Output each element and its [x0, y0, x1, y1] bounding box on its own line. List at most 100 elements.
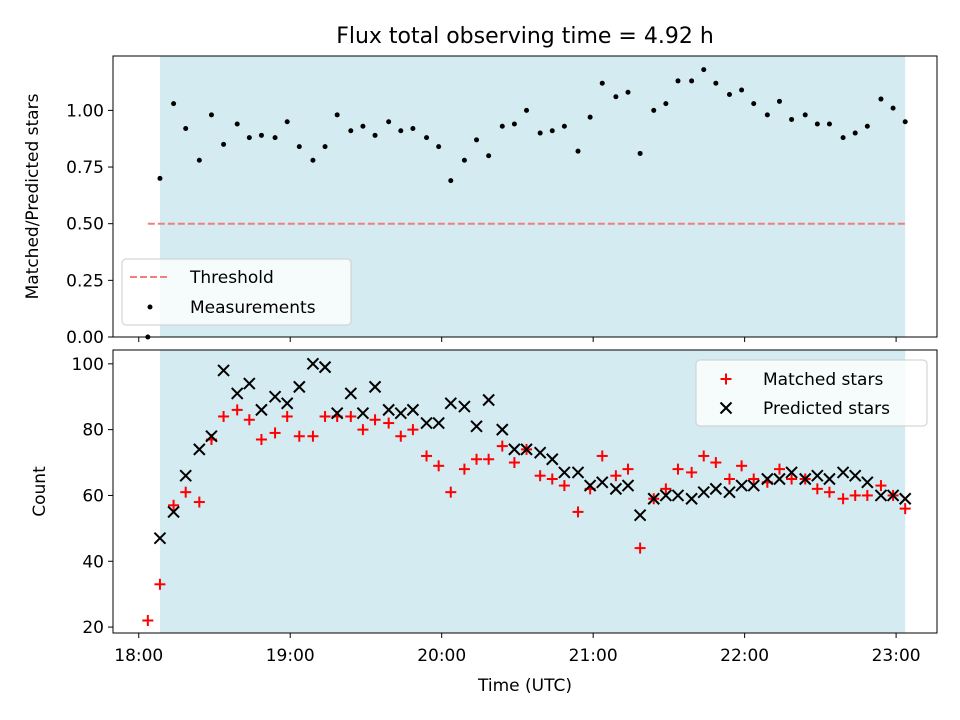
matched-stars-point [849, 489, 861, 501]
matched-stars-point [861, 489, 873, 501]
predicted-stars-point [470, 420, 483, 433]
matched-stars-point [168, 499, 180, 511]
measurements-point [461, 157, 467, 163]
predicted-stars-point [836, 466, 850, 479]
matched-stars-point [686, 466, 698, 478]
predicted-stars-point [293, 380, 306, 394]
predicted-stars-legend-marker [719, 401, 733, 415]
predicted-stars-point [709, 482, 723, 496]
count-y-axis-label: Count [30, 466, 50, 517]
y-tick-label: 0.25 [66, 271, 104, 291]
measurements-point [486, 153, 492, 159]
measurements-point [802, 112, 808, 118]
matched-stars-point [445, 486, 457, 498]
measurements-point [739, 87, 745, 93]
measurements-point [864, 123, 870, 129]
predicted-stars-point [735, 479, 748, 492]
measurements-point [208, 112, 214, 118]
matched-stars-point [421, 450, 433, 462]
predicted-stars-point [217, 364, 230, 377]
measurements-point [448, 178, 454, 184]
predicted-stars-point [496, 423, 509, 436]
predicted-stars-point [368, 380, 382, 394]
measurements-point [511, 121, 517, 127]
measurements-point [183, 126, 189, 132]
measurements-point [386, 119, 392, 125]
predicted-stars-point [268, 390, 282, 403]
matched-stars-point [723, 473, 735, 485]
predicted-stars-legend-label: Predicted stars [763, 399, 890, 419]
predicted-stars-point [621, 479, 635, 492]
matched-stars-point [811, 483, 823, 495]
measurements-point [284, 119, 290, 125]
predicted-stars-point [205, 430, 218, 443]
matched-stars-point [269, 427, 281, 439]
matched-stars-point [899, 503, 911, 515]
predicted-stars-point [330, 406, 344, 420]
measurements-point [424, 135, 430, 141]
matched-stars-point [357, 424, 369, 436]
count-legend-box [695, 359, 928, 427]
y-tick-label: 100 [72, 355, 104, 375]
predicted-stars-point [647, 492, 660, 505]
measurements-point [436, 144, 442, 150]
measurements-point [234, 121, 240, 127]
predicted-stars-point [848, 469, 862, 482]
measurements-point [776, 98, 782, 104]
predicted-stars-point [546, 453, 559, 466]
matched-stars-point [710, 457, 722, 469]
predicted-stars-point [482, 393, 495, 407]
x-tick-label: 23:00 [872, 646, 921, 666]
measurements-point [258, 132, 264, 138]
matched-stars-point [596, 450, 608, 462]
matched-stars-legend-marker [720, 373, 732, 385]
measurements-point [360, 123, 366, 129]
measurements-point [751, 101, 757, 107]
matched-stars-point [369, 414, 381, 426]
measurements-point [826, 121, 832, 127]
predicted-stars-point [167, 505, 180, 519]
predicted-stars-point [520, 443, 533, 456]
measurements-point [840, 135, 846, 141]
predicted-stars-point [799, 472, 812, 486]
measurements-point [537, 130, 543, 136]
matched-stars-point [534, 470, 546, 482]
ratio-panel-frame [112, 55, 938, 338]
predicted-stars-point [243, 377, 256, 390]
predicted-stars-point [861, 476, 874, 489]
ratio-legend: Threshold Measurements [121, 258, 352, 326]
predicted-stars-point [898, 492, 912, 505]
measurements-point [372, 132, 378, 138]
predicted-stars-point [685, 492, 698, 505]
matched-stars-legend-label: Matched stars [763, 370, 883, 390]
predicted-stars-point [533, 446, 547, 459]
predicted-stars-point [811, 469, 824, 482]
measurements-point [398, 128, 404, 134]
matched-stars-point [698, 450, 710, 462]
matched-stars-point [319, 410, 331, 422]
y-tick-label: 0.50 [66, 215, 104, 235]
measurements-point [348, 128, 354, 134]
measurements-point [171, 101, 177, 107]
measurements-point [701, 67, 707, 73]
matched-stars-point [875, 480, 887, 492]
matched-stars-point [634, 542, 646, 554]
predicted-stars-point [382, 403, 395, 417]
matched-stars-point [558, 480, 570, 492]
predicted-stars-point [671, 489, 685, 502]
x-tick-label: 18:00 [114, 646, 163, 666]
matched-stars-point [281, 410, 293, 422]
predicted-stars-point [596, 476, 609, 489]
measurements-point [246, 135, 252, 141]
matched-stars-point [837, 493, 849, 505]
predicted-stars-point [280, 397, 294, 410]
measurements-point [613, 94, 619, 100]
y-tick-label: 80 [82, 421, 104, 441]
predicted-stars-point [659, 489, 673, 502]
measurements-point [663, 101, 669, 107]
measurements-point [625, 89, 631, 95]
measurements-point [549, 128, 555, 134]
matched-stars-point [142, 614, 154, 626]
matched-stars-point [345, 410, 357, 422]
